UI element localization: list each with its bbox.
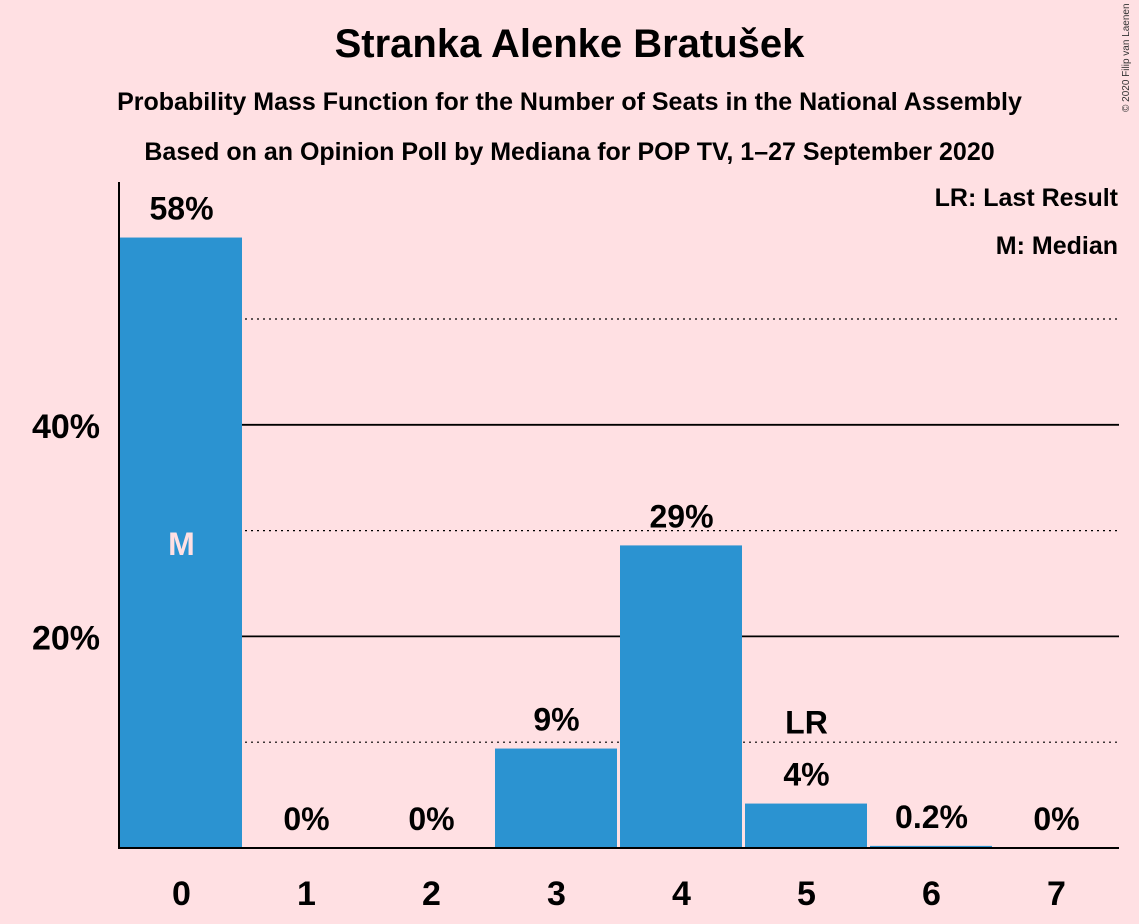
data-label-2: 0% <box>408 801 454 837</box>
data-label-0: 58% <box>149 191 213 227</box>
x-tick-label-0: 0 <box>172 875 191 913</box>
chart-subtitle: Probability Mass Function for the Number… <box>117 88 1022 116</box>
legend-median: M: Median <box>995 232 1118 260</box>
y-tick-label-20: 20% <box>32 619 100 657</box>
median-marker: M <box>168 526 195 562</box>
bar-seats-4 <box>620 545 742 848</box>
data-label-1: 0% <box>283 801 329 837</box>
x-tick-label-2: 2 <box>422 875 441 913</box>
bar-seats-3 <box>495 748 617 848</box>
x-tick-label-3: 3 <box>547 875 566 913</box>
x-tick-label-7: 7 <box>1047 875 1066 913</box>
bar-seats-6 <box>870 845 992 848</box>
chart-title: Stranka Alenke Bratušek <box>334 22 805 66</box>
chart-subtitle-source: Based on an Opinion Poll by Mediana for … <box>144 138 995 166</box>
x-tick-label-4: 4 <box>672 875 691 913</box>
bar-seats-0 <box>120 237 242 848</box>
data-label-3: 9% <box>533 702 579 738</box>
x-tick-label-6: 6 <box>922 875 941 913</box>
x-tick-label-1: 1 <box>297 875 316 913</box>
last-result-marker: LR <box>785 705 828 741</box>
data-label-7: 0% <box>1033 801 1079 837</box>
x-tick-label-5: 5 <box>797 875 816 913</box>
data-label-6: 0.2% <box>895 799 968 835</box>
data-label-4: 29% <box>649 498 713 534</box>
y-tick-label-40: 40% <box>32 408 100 446</box>
data-label-5: 4% <box>783 757 829 793</box>
legend-last-result: LR: Last Result <box>934 184 1118 212</box>
bar-seats-5 <box>745 803 867 848</box>
